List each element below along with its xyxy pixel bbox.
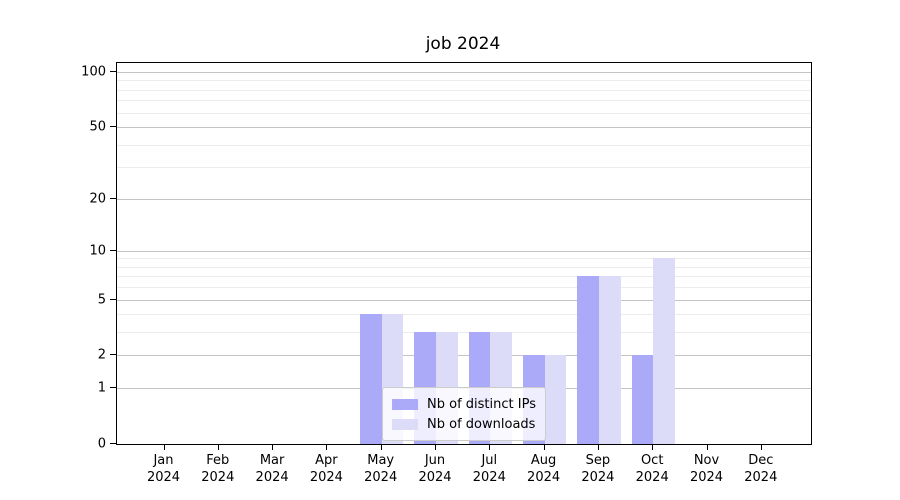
x-tick-label: May 2024 <box>351 452 411 486</box>
minor-gridline <box>117 314 811 316</box>
minor-gridline <box>117 258 811 260</box>
major-gridline <box>117 198 811 200</box>
x-tick-label: Aug 2024 <box>514 452 574 486</box>
legend: Nb of distinct IPs Nb of downloads <box>382 387 546 441</box>
x-tick-month: Jul <box>481 453 498 468</box>
y-tick-mark <box>110 71 116 72</box>
x-tick-month: Apr <box>315 453 338 468</box>
y-tick-label: 10 <box>89 243 106 259</box>
x-tick-month: Jun <box>424 453 446 468</box>
x-tick-month: Mar <box>259 453 285 468</box>
minor-gridline <box>117 332 811 334</box>
y-tick-mark <box>110 126 116 128</box>
minor-gridline <box>117 80 811 82</box>
minor-gridline <box>117 100 811 102</box>
x-tick-year: 2024 <box>201 470 235 485</box>
minor-gridline <box>117 167 811 169</box>
x-tick-month: Sep <box>585 453 611 468</box>
x-tick-month: Feb <box>206 453 230 468</box>
x-tick-label: Jan 2024 <box>134 452 194 486</box>
x-tick-month: Oct <box>640 453 664 468</box>
x-tick-mark <box>597 445 599 450</box>
bar-distinct-ips <box>631 355 654 444</box>
x-tick-year: 2024 <box>146 470 181 485</box>
x-tick-mark <box>760 445 762 450</box>
legend-swatch-icon <box>392 418 419 430</box>
x-tick-mark <box>217 445 219 450</box>
minor-gridline <box>117 89 811 91</box>
x-tick-label: Apr 2024 <box>296 452 356 486</box>
bar-downloads <box>544 355 567 444</box>
y-tick-mark <box>110 249 116 251</box>
minor-gridline <box>117 266 811 268</box>
y-tick-label: 5 <box>97 292 106 308</box>
x-tick-year: 2024 <box>527 470 561 485</box>
x-tick-month: Dec <box>748 453 774 468</box>
major-gridline <box>117 250 811 252</box>
major-gridline <box>117 355 811 357</box>
x-tick-year: 2024 <box>635 470 669 485</box>
legend-entry: Nb of downloads <box>392 414 536 434</box>
x-tick-year: 2024 <box>472 470 506 485</box>
minor-gridline <box>117 144 811 146</box>
minor-gridline <box>117 287 811 289</box>
x-tick-month: Nov <box>693 453 720 468</box>
major-gridline <box>117 127 811 129</box>
x-tick-label: Nov 2024 <box>677 452 737 486</box>
y-tick-mark <box>110 443 116 444</box>
x-tick-mark <box>543 445 545 450</box>
bar-downloads <box>653 258 675 444</box>
x-tick-mark <box>489 445 491 450</box>
y-tick-mark <box>110 197 116 199</box>
bar-downloads <box>598 276 621 444</box>
x-tick-year: 2024 <box>689 470 724 485</box>
legend-entry: Nb of distinct IPs <box>392 394 536 414</box>
x-tick-year: 2024 <box>581 470 615 485</box>
x-tick-label: Jul 2024 <box>459 452 519 486</box>
x-tick-mark <box>380 445 382 450</box>
chart-title: job 2024 <box>425 34 501 54</box>
bar-distinct-ips <box>360 314 382 444</box>
x-tick-label: Sep 2024 <box>568 452 628 486</box>
x-tick-year: 2024 <box>364 470 398 485</box>
x-tick-year: 2024 <box>744 470 778 485</box>
x-tick-mark <box>435 445 436 450</box>
y-tick-label: 0 <box>97 436 106 452</box>
y-tick-mark <box>110 387 116 389</box>
legend-swatch-icon <box>392 398 419 410</box>
legend-label: Nb of downloads <box>427 416 536 432</box>
x-tick-label: Jun 2024 <box>405 452 465 486</box>
minor-gridline <box>117 112 811 114</box>
x-tick-year: 2024 <box>418 470 452 485</box>
x-tick-year: 2024 <box>255 470 289 485</box>
major-gridline <box>117 299 811 301</box>
minor-gridline <box>117 276 811 278</box>
x-tick-label: Mar 2024 <box>242 452 302 486</box>
y-tick-label: 20 <box>89 191 106 207</box>
major-gridline <box>117 72 811 73</box>
y-tick-label: 2 <box>97 347 106 363</box>
x-tick-mark <box>706 445 708 450</box>
x-tick-month: Aug <box>530 453 557 468</box>
x-tick-month: Jan <box>153 453 174 468</box>
x-tick-month: May <box>367 453 395 468</box>
y-tick-mark <box>110 354 116 356</box>
plot-area: Nb of distinct IPs Nb of downloads <box>116 62 812 445</box>
bar-distinct-ips <box>577 276 599 444</box>
y-tick-label: 100 <box>81 64 106 80</box>
x-tick-mark <box>652 445 654 450</box>
x-tick-label: Feb 2024 <box>188 452 248 486</box>
legend-label: Nb of distinct IPs <box>427 396 536 412</box>
x-tick-mark <box>163 445 165 450</box>
x-tick-mark <box>272 445 274 450</box>
y-tick-label: 50 <box>89 119 106 135</box>
x-tick-year: 2024 <box>309 470 343 485</box>
x-tick-label: Dec 2024 <box>731 452 791 486</box>
y-tick-label: 1 <box>97 380 106 396</box>
x-tick-label: Oct 2024 <box>622 452 682 486</box>
x-tick-mark <box>326 445 328 450</box>
y-tick-mark <box>110 298 116 300</box>
